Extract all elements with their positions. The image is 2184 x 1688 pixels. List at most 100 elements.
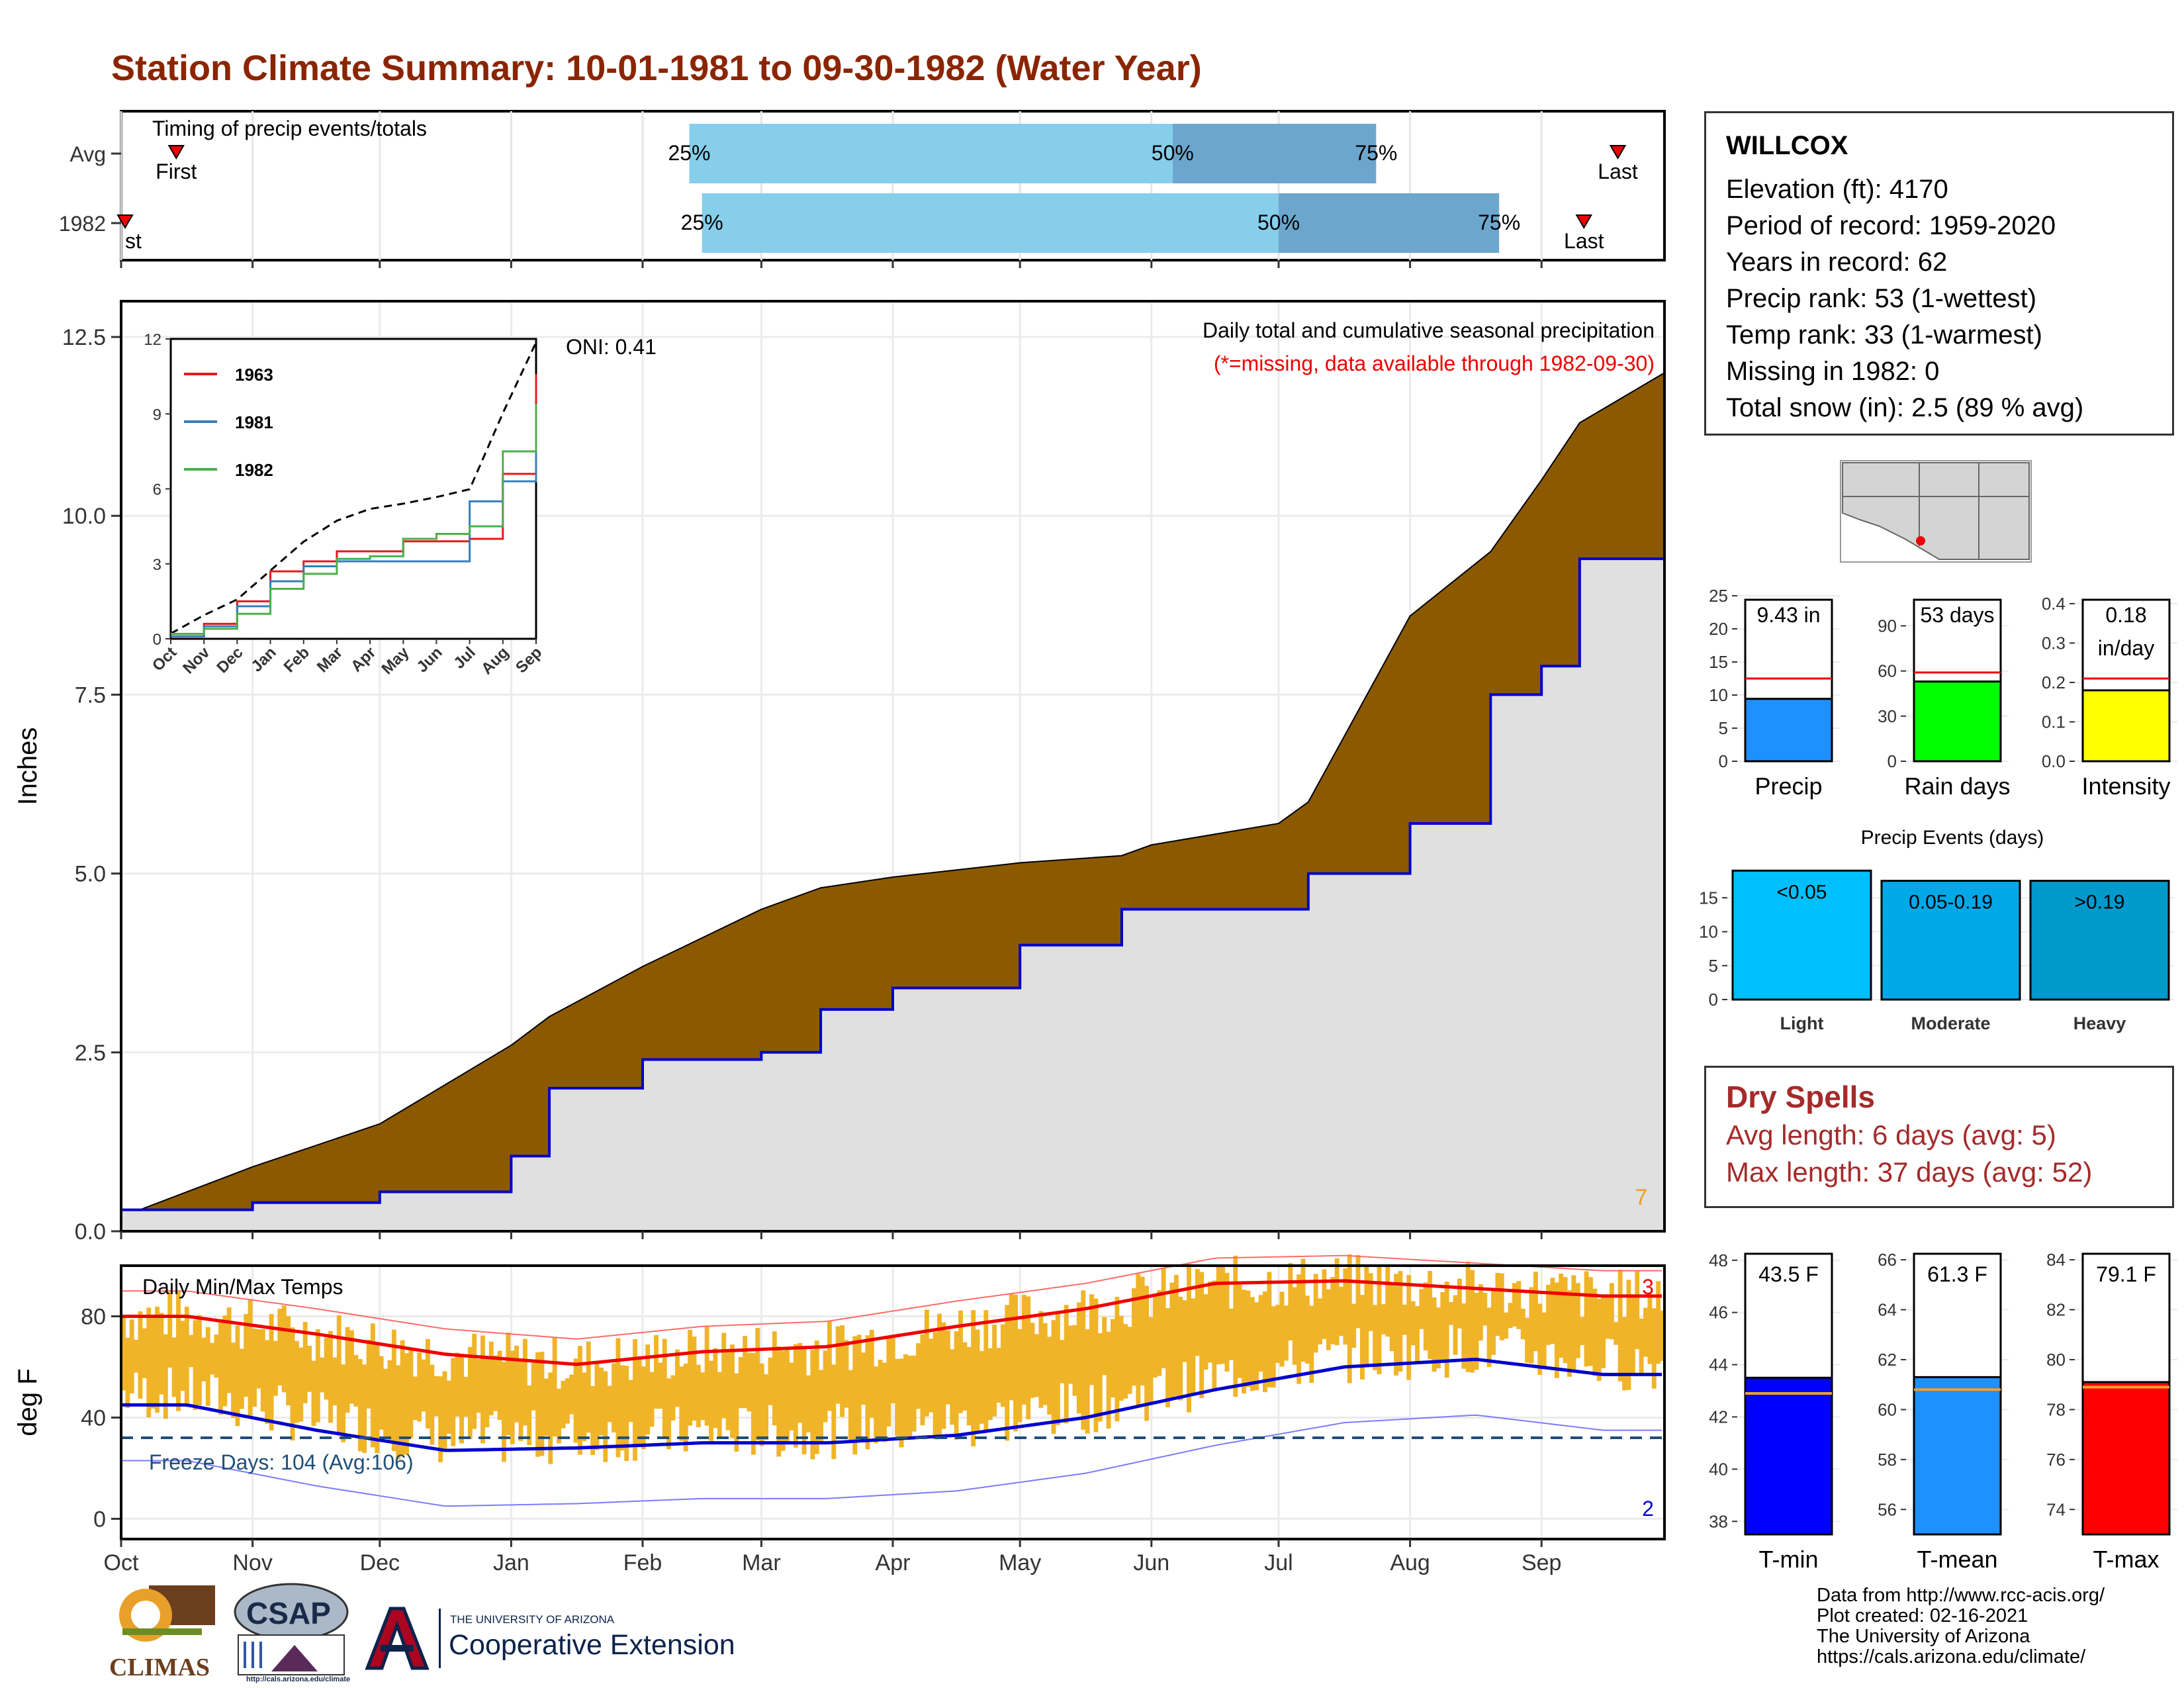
daily-temp-bar [522, 1338, 527, 1426]
precip-events-chart: Precip Events (days) 0 5 10 15 <0.05 Light 0.05… [1699, 827, 2174, 1033]
csap-logo: CSAP http://cals.arizona.edu/climate [232, 1582, 351, 1685]
precip-note: Daily total and cumulative seasonal prec… [1203, 318, 1655, 342]
daily-temp-bar [1520, 1308, 1525, 1340]
daily-temp-bar [167, 1291, 173, 1368]
daily-temp-bar [277, 1309, 283, 1385]
daily-temp-bar [1102, 1317, 1107, 1376]
events-ytick-label: 10 [1699, 922, 1718, 942]
month-label: Oct [104, 1550, 139, 1575]
daily-temp-bar [446, 1380, 451, 1434]
legend-label: 1982 [235, 460, 273, 480]
daily-temp-bar [966, 1347, 972, 1426]
daily-temp-bar [510, 1350, 515, 1444]
daily-temp-bar [527, 1385, 532, 1445]
daily-temp-bar [391, 1329, 396, 1452]
daily-temp-bar [324, 1337, 329, 1400]
daily-temp-bar [1228, 1308, 1234, 1360]
daily-temp-bar [1588, 1277, 1593, 1366]
daily-temp-bar [1419, 1289, 1424, 1329]
daily-temp-bar [1187, 1264, 1191, 1413]
daily-temp-bar [370, 1323, 375, 1448]
event-bar-label: >0.19 [2075, 892, 2125, 914]
daily-temp-bar [1449, 1301, 1454, 1325]
daily-temp-bar [983, 1310, 989, 1430]
daily-temp-bar [476, 1358, 481, 1413]
daily-temp-bar [1394, 1274, 1398, 1376]
inset-ytick-label: 9 [153, 406, 161, 424]
precip-missing-note: (*=missing, data available through 1982-… [1214, 352, 1655, 375]
daily-temp-bar [755, 1328, 760, 1440]
daily-temp-bar [814, 1340, 819, 1454]
daily-temp-bar [1111, 1319, 1115, 1398]
daily-temp-bar [1609, 1283, 1614, 1340]
daily-temp-bar [1381, 1304, 1386, 1335]
mini-value-bar [1913, 680, 2002, 763]
daily-temp-bar [1495, 1272, 1500, 1336]
daily-temp-bar [269, 1314, 274, 1430]
daily-temp-bar [1559, 1273, 1564, 1358]
tmean-chart: 56 58 60 62 64 66 61.3 F T-mean [1878, 1250, 2009, 1573]
daily-temp-bar [945, 1330, 950, 1405]
summary-charts: 0 5 10 15 20 25 9.43 in Precip 0 30 60 90 53 days Rai… [1699, 586, 2177, 1573]
daily-temp-bar [1212, 1280, 1217, 1391]
station-detail: Elevation (ft): 4170 [1726, 175, 1948, 204]
daily-temp-bar [189, 1335, 194, 1368]
daily-temp-bar [1508, 1303, 1513, 1329]
daily-temp-bar [1355, 1254, 1361, 1329]
daily-temp-bar [1461, 1303, 1467, 1369]
daily-temp-bar [506, 1333, 511, 1435]
daily-temp-bar [1377, 1266, 1382, 1375]
avg-max-line [121, 1279, 1662, 1366]
daily-temp-bar [1402, 1304, 1407, 1335]
mini-xlabel: Intensity [2081, 773, 2170, 800]
mini-ytick-label: 0.0 [2042, 751, 2066, 771]
daily-temp-bar [1026, 1296, 1031, 1420]
tmin-chart: 38 40 42 44 46 48 43.5 F T-min [1709, 1250, 1840, 1573]
daily-temp-bar [709, 1360, 713, 1441]
daily-temp-bar [1617, 1269, 1623, 1382]
daily-temp-bar [442, 1371, 447, 1450]
mini-ytick-label: 66 [1878, 1250, 1897, 1270]
daily-temp-bar [222, 1315, 228, 1407]
station-info-box: WILLCOX Elevation (ft): 4170 Period of re… [1704, 111, 2174, 436]
daily-temp-bar [332, 1357, 338, 1405]
daily-temp-bar [1318, 1298, 1322, 1344]
daily-temp-bar [1000, 1324, 1005, 1407]
page-title: Station Climate Summary: 10-01-1981 to 0… [111, 48, 1202, 88]
avg-min-line [121, 1358, 1662, 1452]
dry-spells-title: Dry Spells [1726, 1080, 1875, 1114]
daily-temp-bar [1258, 1295, 1263, 1372]
daily-temp-bar [1013, 1294, 1018, 1432]
daily-temp-bar [302, 1321, 308, 1403]
daily-temp-bar [573, 1358, 578, 1443]
last-label: Last [1564, 229, 1604, 253]
daily-temp-bar [1131, 1288, 1136, 1386]
daily-temp-bar [336, 1315, 341, 1436]
daily-temp-bar [674, 1349, 680, 1407]
mini-ytick-label: 78 [2046, 1399, 2066, 1419]
daily-temp-bar [298, 1347, 304, 1422]
daily-temp-bar [1224, 1272, 1230, 1372]
daily-temp-bar [484, 1357, 490, 1428]
daily-temp-bar [886, 1337, 891, 1427]
daily-temp-bar [252, 1329, 257, 1407]
month-label: Mar [742, 1550, 781, 1575]
daily-temp-bar [1017, 1329, 1023, 1423]
daily-temp-bar [1584, 1271, 1589, 1367]
daily-temp-bar [155, 1307, 160, 1413]
daily-temp-bars [121, 1254, 1665, 1464]
month-label: Aug [1390, 1550, 1430, 1575]
daily-temp-bar [125, 1337, 130, 1409]
daily-temp-bar [1161, 1268, 1166, 1368]
temp-xlabel: T-mean [1917, 1546, 1997, 1573]
daily-temp-bar [688, 1329, 693, 1426]
daily-temp-bar [1525, 1317, 1530, 1363]
daily-temp-bar [1516, 1281, 1522, 1329]
daily-temp-bar [1656, 1281, 1661, 1364]
daily-temp-bar [315, 1329, 320, 1423]
daily-temp-bar [1601, 1296, 1606, 1368]
daily-temp-bar [1207, 1281, 1212, 1363]
daily-temp-bar [1567, 1290, 1572, 1377]
daily-temp-bar [1398, 1271, 1403, 1372]
daily-temp-bar [721, 1333, 727, 1419]
